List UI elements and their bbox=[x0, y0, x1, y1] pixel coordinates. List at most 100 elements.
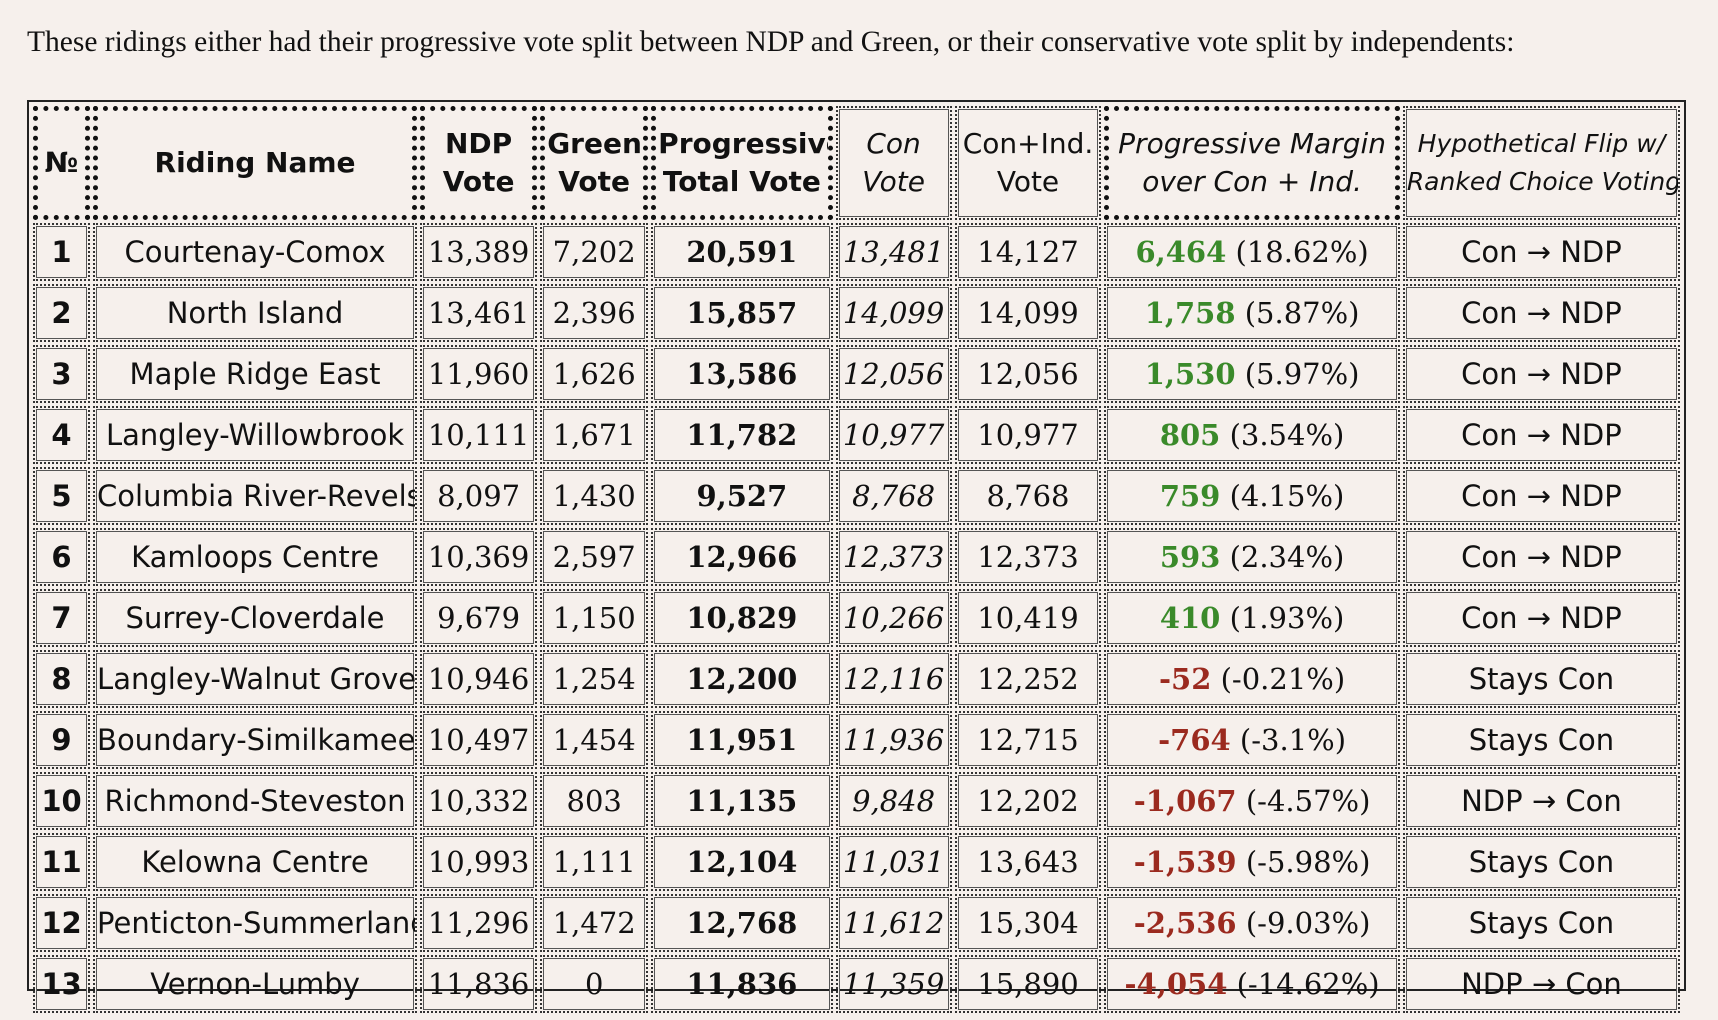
hypothetical-flip: NDP → Con bbox=[1402, 955, 1680, 1013]
ndp-vote: 10,946 bbox=[420, 650, 538, 708]
hypothetical-flip: Con → NDP bbox=[1402, 284, 1680, 342]
con-ind-vote: 15,890 bbox=[954, 955, 1102, 1013]
progressive-margin: -1,539 (-5.98%) bbox=[1104, 833, 1400, 891]
hypothetical-flip: Stays Con bbox=[1402, 833, 1680, 891]
intro-text: These ridings either had their progressi… bbox=[27, 26, 1515, 58]
ndp-vote: 10,993 bbox=[420, 833, 538, 891]
header-progressive-margin: Progressive Margin over Con + Ind. bbox=[1104, 106, 1400, 220]
riding-name: Courtenay-Comox bbox=[93, 223, 418, 281]
margin-value: 593 bbox=[1159, 540, 1221, 574]
ndp-vote: 13,461 bbox=[420, 284, 538, 342]
table-row: 1 Courtenay-Comox 13,389 7,202 20,591 13,481 1… bbox=[33, 223, 1680, 281]
con-vote: 12,116 bbox=[835, 650, 952, 708]
green-vote: 1,150 bbox=[540, 589, 649, 647]
table-row: 9 Boundary-Similkameen 10,497 1,454 11,951 11… bbox=[33, 711, 1680, 769]
row-number: 1 bbox=[33, 223, 91, 281]
margin-percent: (18.62%) bbox=[1235, 235, 1369, 269]
progressive-total: 20,591 bbox=[651, 223, 833, 281]
riding-name: Kamloops Centre bbox=[93, 528, 418, 586]
progressive-margin: -4,054 (-14.62%) bbox=[1104, 955, 1400, 1013]
progressive-margin: 805 (3.54%) bbox=[1104, 406, 1400, 464]
margin-percent: (4.15%) bbox=[1229, 479, 1345, 513]
margin-value: 805 bbox=[1159, 418, 1221, 452]
row-number: 6 bbox=[33, 528, 91, 586]
progressive-total: 11,836 bbox=[651, 955, 833, 1013]
progressive-total: 11,951 bbox=[651, 711, 833, 769]
green-vote: 1,111 bbox=[540, 833, 649, 891]
ndp-vote: 11,296 bbox=[420, 894, 538, 952]
green-vote: 1,454 bbox=[540, 711, 649, 769]
hypothetical-flip: Stays Con bbox=[1402, 894, 1680, 952]
margin-percent: (5.97%) bbox=[1244, 357, 1360, 391]
hypothetical-flip: Con → NDP bbox=[1402, 589, 1680, 647]
row-number: 3 bbox=[33, 345, 91, 403]
con-ind-vote: 12,715 bbox=[954, 711, 1102, 769]
green-vote: 1,671 bbox=[540, 406, 649, 464]
riding-name: Columbia River-Revelstoke bbox=[93, 467, 418, 525]
margin-percent: (3.54%) bbox=[1229, 418, 1345, 452]
margin-percent: (-4.57%) bbox=[1245, 784, 1371, 818]
margin-value: -764 bbox=[1158, 723, 1231, 757]
header-ndp-vote: NDP Vote bbox=[420, 106, 538, 220]
ndp-vote: 11,960 bbox=[420, 345, 538, 403]
riding-name: Vernon-Lumby bbox=[93, 955, 418, 1013]
table-row: 7 Surrey-Cloverdale 9,679 1,150 10,829 10,266… bbox=[33, 589, 1680, 647]
progressive-margin: -2,536 (-9.03%) bbox=[1104, 894, 1400, 952]
con-ind-vote: 14,127 bbox=[954, 223, 1102, 281]
table-row: 4 Langley-Willowbrook 10,111 1,671 11,782 10,… bbox=[33, 406, 1680, 464]
green-vote: 2,597 bbox=[540, 528, 649, 586]
table-row: 8 Langley-Walnut Grove 10,946 1,254 12,200 12… bbox=[33, 650, 1680, 708]
margin-percent: (5.87%) bbox=[1244, 296, 1360, 330]
header-row: № Riding Name NDP Vote Green Vote Progress… bbox=[33, 106, 1680, 220]
hypothetical-flip: Stays Con bbox=[1402, 650, 1680, 708]
progressive-margin: 593 (2.34%) bbox=[1104, 528, 1400, 586]
riding-name: Langley-Walnut Grove bbox=[93, 650, 418, 708]
margin-value: 759 bbox=[1159, 479, 1221, 513]
con-ind-vote: 14,099 bbox=[954, 284, 1102, 342]
table-row: 11 Kelowna Centre 10,993 1,111 12,104 11,031 1… bbox=[33, 833, 1680, 891]
table-row: 12 Penticton-Summerland 11,296 1,472 12,768 1… bbox=[33, 894, 1680, 952]
table-row: 2 North Island 13,461 2,396 15,857 14,099 14,0… bbox=[33, 284, 1680, 342]
progressive-margin: -764 (-3.1%) bbox=[1104, 711, 1400, 769]
progressive-total: 13,586 bbox=[651, 345, 833, 403]
hypothetical-flip: Con → NDP bbox=[1402, 345, 1680, 403]
con-vote: 14,099 bbox=[835, 284, 952, 342]
table-row: 10 Richmond-Steveston 10,332 803 11,135 9,848… bbox=[33, 772, 1680, 830]
con-ind-vote: 15,304 bbox=[954, 894, 1102, 952]
ndp-vote: 11,836 bbox=[420, 955, 538, 1013]
header-con-ind-vote: Con+Ind. Vote bbox=[954, 106, 1102, 220]
ndp-vote: 9,679 bbox=[420, 589, 538, 647]
ndp-vote: 10,369 bbox=[420, 528, 538, 586]
margin-percent: (-9.03%) bbox=[1245, 906, 1371, 940]
con-vote: 11,936 bbox=[835, 711, 952, 769]
header-number: № bbox=[33, 106, 91, 220]
con-vote: 11,031 bbox=[835, 833, 952, 891]
margin-value: -4,054 bbox=[1124, 967, 1228, 1001]
con-ind-vote: 12,056 bbox=[954, 345, 1102, 403]
margin-value: 1,758 bbox=[1144, 296, 1236, 330]
header-riding-name: Riding Name bbox=[93, 106, 418, 220]
green-vote: 7,202 bbox=[540, 223, 649, 281]
row-number: 7 bbox=[33, 589, 91, 647]
progressive-total: 15,857 bbox=[651, 284, 833, 342]
row-number: 12 bbox=[33, 894, 91, 952]
ridings-table-frame: № Riding Name NDP Vote Green Vote Progress… bbox=[27, 100, 1686, 1013]
progressive-total: 11,135 bbox=[651, 772, 833, 830]
ndp-vote: 13,389 bbox=[420, 223, 538, 281]
ridings-table: № Riding Name NDP Vote Green Vote Progress… bbox=[30, 103, 1683, 1016]
green-vote: 1,472 bbox=[540, 894, 649, 952]
table-row: 6 Kamloops Centre 10,369 2,597 12,966 12,373 1… bbox=[33, 528, 1680, 586]
green-vote: 1,430 bbox=[540, 467, 649, 525]
row-number: 9 bbox=[33, 711, 91, 769]
progressive-margin: 410 (1.93%) bbox=[1104, 589, 1400, 647]
header-hypothetical-flip: Hypothetical Flip w/Ranked Choice Voting bbox=[1402, 106, 1680, 220]
progressive-margin: 1,530 (5.97%) bbox=[1104, 345, 1400, 403]
green-vote: 2,396 bbox=[540, 284, 649, 342]
progressive-margin: 1,758 (5.87%) bbox=[1104, 284, 1400, 342]
con-vote: 11,359 bbox=[835, 955, 952, 1013]
con-vote: 13,481 bbox=[835, 223, 952, 281]
progressive-margin: 759 (4.15%) bbox=[1104, 467, 1400, 525]
table-row: 3 Maple Ridge East 11,960 1,626 13,586 12,056… bbox=[33, 345, 1680, 403]
con-vote: 12,056 bbox=[835, 345, 952, 403]
progressive-total: 12,966 bbox=[651, 528, 833, 586]
